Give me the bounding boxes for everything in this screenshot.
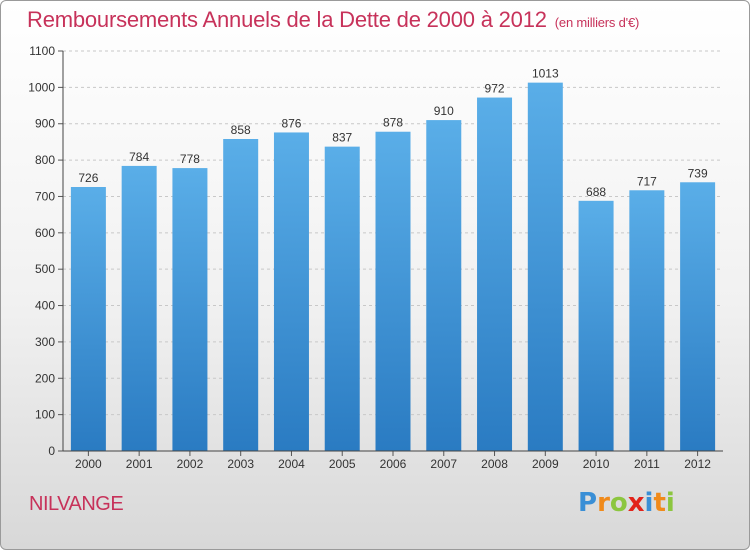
logo-letter: x xyxy=(627,488,645,518)
logo-letter: i xyxy=(644,488,654,518)
town-name: NILVANGE xyxy=(29,493,124,515)
y-tick-label: 1000 xyxy=(28,80,55,94)
x-tick-label: 2008 xyxy=(481,457,508,471)
x-tick-label: 2007 xyxy=(430,457,457,471)
bar-value-label: 972 xyxy=(485,82,505,96)
y-tick-label: 600 xyxy=(35,226,55,240)
bar-value-label: 876 xyxy=(281,116,301,130)
x-tick-label: 2009 xyxy=(532,457,559,471)
proxiti-logo: Proxiti xyxy=(578,488,675,518)
logo-letter: o xyxy=(609,488,628,518)
bar-value-label: 784 xyxy=(129,150,149,164)
logo-letter: t xyxy=(653,488,666,518)
x-tick-label: 2004 xyxy=(278,457,305,471)
bar xyxy=(324,146,360,452)
y-tick-label: 100 xyxy=(35,408,55,422)
bar xyxy=(223,139,259,451)
bar-value-label: 726 xyxy=(78,171,98,185)
x-tick-label: 2003 xyxy=(227,457,254,471)
bar-value-label: 717 xyxy=(637,174,657,188)
bar-value-label: 1013 xyxy=(532,67,559,81)
title-text: Remboursements Annuels de la Dette de 20… xyxy=(27,7,547,32)
y-tick-label: 800 xyxy=(35,153,55,167)
bar-value-label: 688 xyxy=(586,185,606,199)
bar xyxy=(172,168,208,451)
bar-value-label: 910 xyxy=(434,104,454,118)
bar xyxy=(273,132,309,452)
x-tick-label: 2002 xyxy=(177,457,204,471)
y-tick-label: 700 xyxy=(35,189,55,203)
y-tick-label: 1100 xyxy=(29,44,55,58)
bar xyxy=(121,165,157,451)
bar-value-label: 778 xyxy=(180,152,200,166)
x-tick-label: 2012 xyxy=(684,457,711,471)
bar xyxy=(680,182,716,452)
bar xyxy=(629,190,665,452)
bar-value-label: 858 xyxy=(231,123,251,137)
bars: 726 784 778 858 876 837 878 910 972 1013 688 717 739 xyxy=(70,67,716,452)
bar-value-label: 739 xyxy=(688,166,708,180)
bar xyxy=(527,82,563,452)
y-axis-ticks: 0 100 200 300 400 500 600 700 800 900 1000 1100 xyxy=(28,44,63,458)
bar xyxy=(70,187,106,451)
bar xyxy=(477,97,513,451)
y-tick-label: 300 xyxy=(35,335,55,349)
y-tick-label: 0 xyxy=(48,444,55,458)
bar-value-label: 837 xyxy=(332,131,352,145)
bar xyxy=(375,131,411,451)
x-axis-ticks: 2000 2001 2002 2003 2004 2005 2006 2007 2008 2009… xyxy=(75,451,711,471)
logo-letter: P xyxy=(578,488,598,518)
y-tick-label: 500 xyxy=(35,262,55,276)
bar xyxy=(426,120,462,451)
y-tick-label: 200 xyxy=(35,371,55,385)
bar xyxy=(578,200,614,451)
x-tick-label: 2010 xyxy=(583,457,610,471)
y-tick-label: 900 xyxy=(35,117,55,131)
x-tick-label: 2011 xyxy=(634,457,660,471)
x-tick-label: 2006 xyxy=(380,457,407,471)
axes xyxy=(62,51,723,452)
y-tick-label: 400 xyxy=(35,299,55,313)
logo-letter: i xyxy=(665,488,675,518)
title-unit: (en milliers d'€) xyxy=(554,15,640,30)
chart-title: Remboursements Annuels de la Dette de 20… xyxy=(27,7,639,33)
x-tick-label: 2000 xyxy=(75,457,102,471)
x-tick-label: 2005 xyxy=(329,457,356,471)
bar-value-label: 878 xyxy=(383,116,403,130)
x-tick-label: 2001 xyxy=(126,457,153,471)
logo-letter: r xyxy=(597,488,610,518)
